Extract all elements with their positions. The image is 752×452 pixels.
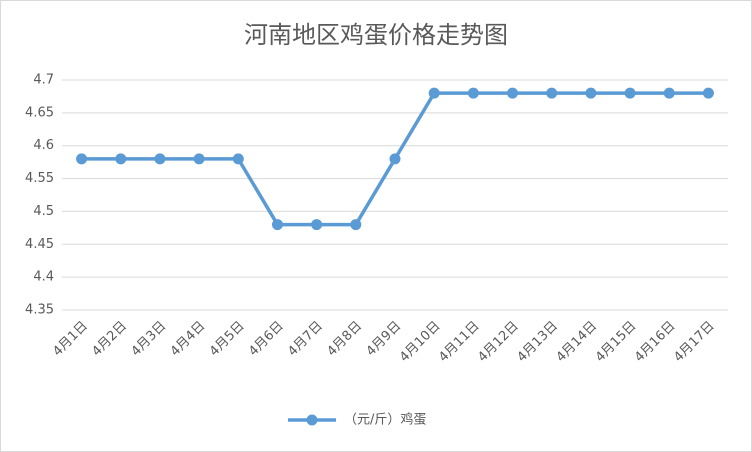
y-tick-label: 4.65 — [25, 105, 54, 120]
legend-label: （元/斤）鸡蛋 — [344, 412, 426, 428]
point — [193, 153, 205, 165]
point — [76, 153, 88, 165]
y-tick-label: 4.4 — [33, 270, 54, 285]
chart-title: 河南地区鸡蛋价格走势图 — [244, 21, 508, 49]
y-tick-label: 4.5 — [33, 204, 54, 219]
point — [546, 87, 558, 99]
y-tick-label: 4.6 — [33, 138, 54, 153]
y-tick-label: 4.55 — [25, 171, 54, 186]
y-tick-label: 4.45 — [25, 237, 54, 252]
point — [585, 87, 597, 99]
point — [702, 87, 714, 99]
point — [154, 153, 166, 165]
point — [350, 219, 362, 231]
point — [467, 87, 479, 99]
point — [663, 87, 675, 99]
point — [115, 153, 127, 165]
point — [624, 87, 636, 99]
y-tick-label: 4.7 — [33, 73, 54, 88]
point — [389, 153, 401, 165]
point — [311, 219, 323, 231]
legend-marker — [306, 414, 318, 426]
point — [232, 153, 244, 165]
point — [271, 219, 283, 231]
point — [507, 87, 519, 99]
point — [428, 87, 440, 99]
y-tick-label: 4.35 — [25, 303, 54, 318]
